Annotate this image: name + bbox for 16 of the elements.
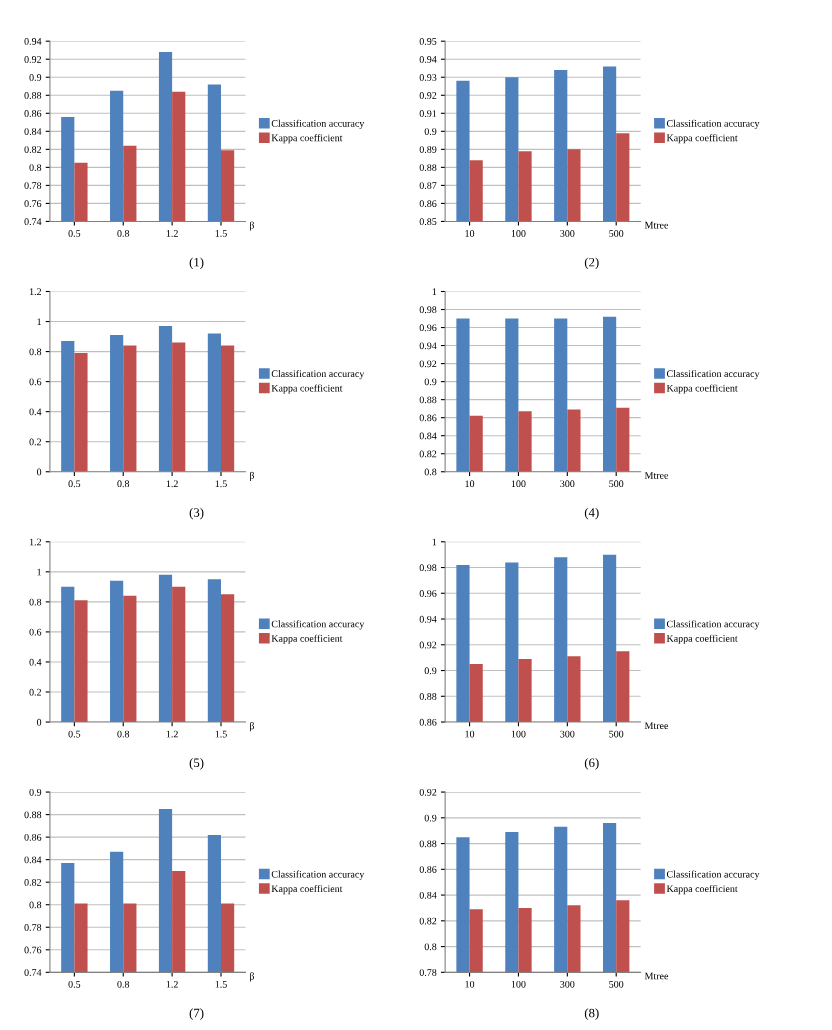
bar <box>158 574 173 723</box>
bar <box>123 595 137 723</box>
bar <box>61 341 75 472</box>
bar <box>207 579 221 723</box>
bar <box>207 333 221 472</box>
bar <box>221 594 235 723</box>
bar <box>110 580 124 723</box>
bar <box>110 335 124 472</box>
bar <box>123 345 137 472</box>
bar <box>74 600 88 723</box>
bar <box>172 586 186 723</box>
bar <box>172 342 186 472</box>
bar <box>74 353 88 472</box>
bar <box>158 326 173 472</box>
bar <box>61 586 75 723</box>
bar <box>221 345 235 472</box>
